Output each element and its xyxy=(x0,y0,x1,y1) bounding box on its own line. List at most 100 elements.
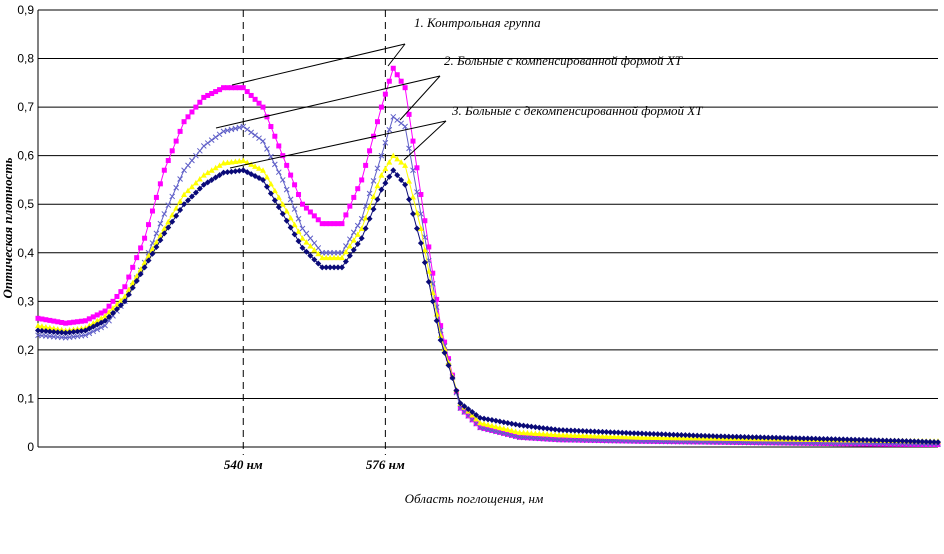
data-point xyxy=(162,211,167,216)
annotation-3: 3. Больные с декомпенсированной формой Х… xyxy=(451,103,703,118)
data-point xyxy=(359,177,364,182)
data-point xyxy=(339,221,344,226)
data-point xyxy=(201,143,206,148)
data-point xyxy=(374,183,380,189)
data-point xyxy=(182,119,187,124)
data-point xyxy=(154,231,159,236)
data-point xyxy=(399,79,404,84)
data-point xyxy=(122,284,127,289)
data-point xyxy=(406,178,412,184)
data-point xyxy=(111,299,116,304)
data-point xyxy=(288,215,294,221)
data-point xyxy=(343,212,348,217)
data-point xyxy=(422,218,427,223)
grid-layer xyxy=(38,10,938,447)
y-tick-label: 0,2 xyxy=(17,343,34,357)
data-point xyxy=(299,235,305,241)
data-point xyxy=(177,207,183,213)
annotation-leader-line xyxy=(216,76,440,128)
data-point xyxy=(178,129,183,134)
y-axis-label: Оптическая плотность xyxy=(0,157,15,298)
data-point xyxy=(268,124,273,129)
data-point xyxy=(395,72,400,77)
data-point xyxy=(367,148,372,153)
data-point xyxy=(375,166,380,171)
data-point xyxy=(146,222,151,227)
data-point xyxy=(296,192,301,197)
data-point xyxy=(276,194,282,200)
data-point xyxy=(308,236,313,241)
data-point xyxy=(406,196,412,202)
data-point xyxy=(186,163,191,168)
series-3 xyxy=(35,153,941,444)
data-point xyxy=(284,208,290,214)
data-point xyxy=(249,130,254,135)
annotation-leader-line xyxy=(400,76,440,120)
data-point xyxy=(276,143,281,148)
data-point xyxy=(355,186,360,191)
data-point xyxy=(347,237,352,242)
x-tick-label: 576 нм xyxy=(366,457,405,472)
data-point xyxy=(138,245,143,250)
data-point xyxy=(134,255,139,260)
data-point xyxy=(284,163,289,168)
data-point xyxy=(170,194,175,199)
y-tick-label: 0,6 xyxy=(17,149,34,163)
data-point xyxy=(257,136,262,141)
data-point xyxy=(272,162,277,167)
data-point xyxy=(296,228,302,234)
data-point xyxy=(114,294,119,299)
data-point xyxy=(386,159,392,165)
data-point xyxy=(261,105,266,110)
data-point xyxy=(154,195,159,200)
data-point xyxy=(162,168,167,173)
data-point xyxy=(379,105,384,110)
data-point xyxy=(367,191,372,196)
data-point xyxy=(375,119,380,124)
series-line xyxy=(38,170,938,442)
data-point xyxy=(173,213,179,219)
y-tick-label: 0,3 xyxy=(17,294,34,308)
data-point xyxy=(359,216,364,221)
data-point xyxy=(264,174,270,180)
data-point xyxy=(268,181,274,187)
data-point xyxy=(391,66,396,71)
data-point xyxy=(150,209,155,214)
data-point xyxy=(351,195,356,200)
data-point xyxy=(383,92,388,97)
annotation-leader-line xyxy=(404,121,446,160)
data-point xyxy=(399,121,404,126)
data-point xyxy=(363,163,368,168)
y-tick-label: 0,5 xyxy=(17,197,34,211)
data-point xyxy=(292,182,297,187)
data-point xyxy=(264,146,269,151)
data-point xyxy=(166,158,171,163)
data-point xyxy=(272,134,277,139)
series-2 xyxy=(36,114,941,446)
y-tick-label: 0,1 xyxy=(17,391,34,405)
y-tick-label: 0 xyxy=(27,440,34,454)
data-point xyxy=(382,180,388,186)
x-axis-label: Область поглощения, нм xyxy=(405,491,544,506)
data-point xyxy=(378,172,384,178)
data-point xyxy=(280,177,285,182)
data-point xyxy=(347,204,352,209)
data-point xyxy=(276,170,281,175)
data-point xyxy=(351,230,356,235)
data-point xyxy=(174,139,179,144)
data-point xyxy=(182,168,187,173)
data-point xyxy=(189,109,194,114)
data-point xyxy=(410,211,416,217)
data-point xyxy=(170,148,175,153)
annotation-leaders xyxy=(216,44,446,168)
data-point xyxy=(355,223,360,228)
series-line xyxy=(38,68,938,444)
data-point xyxy=(245,127,250,132)
data-point xyxy=(118,289,123,294)
data-point xyxy=(382,166,388,172)
data-point xyxy=(316,245,321,250)
y-tick-label: 0,8 xyxy=(17,52,34,66)
annotation-1: 1. Контрольная группа xyxy=(414,15,541,30)
data-point xyxy=(130,265,135,270)
